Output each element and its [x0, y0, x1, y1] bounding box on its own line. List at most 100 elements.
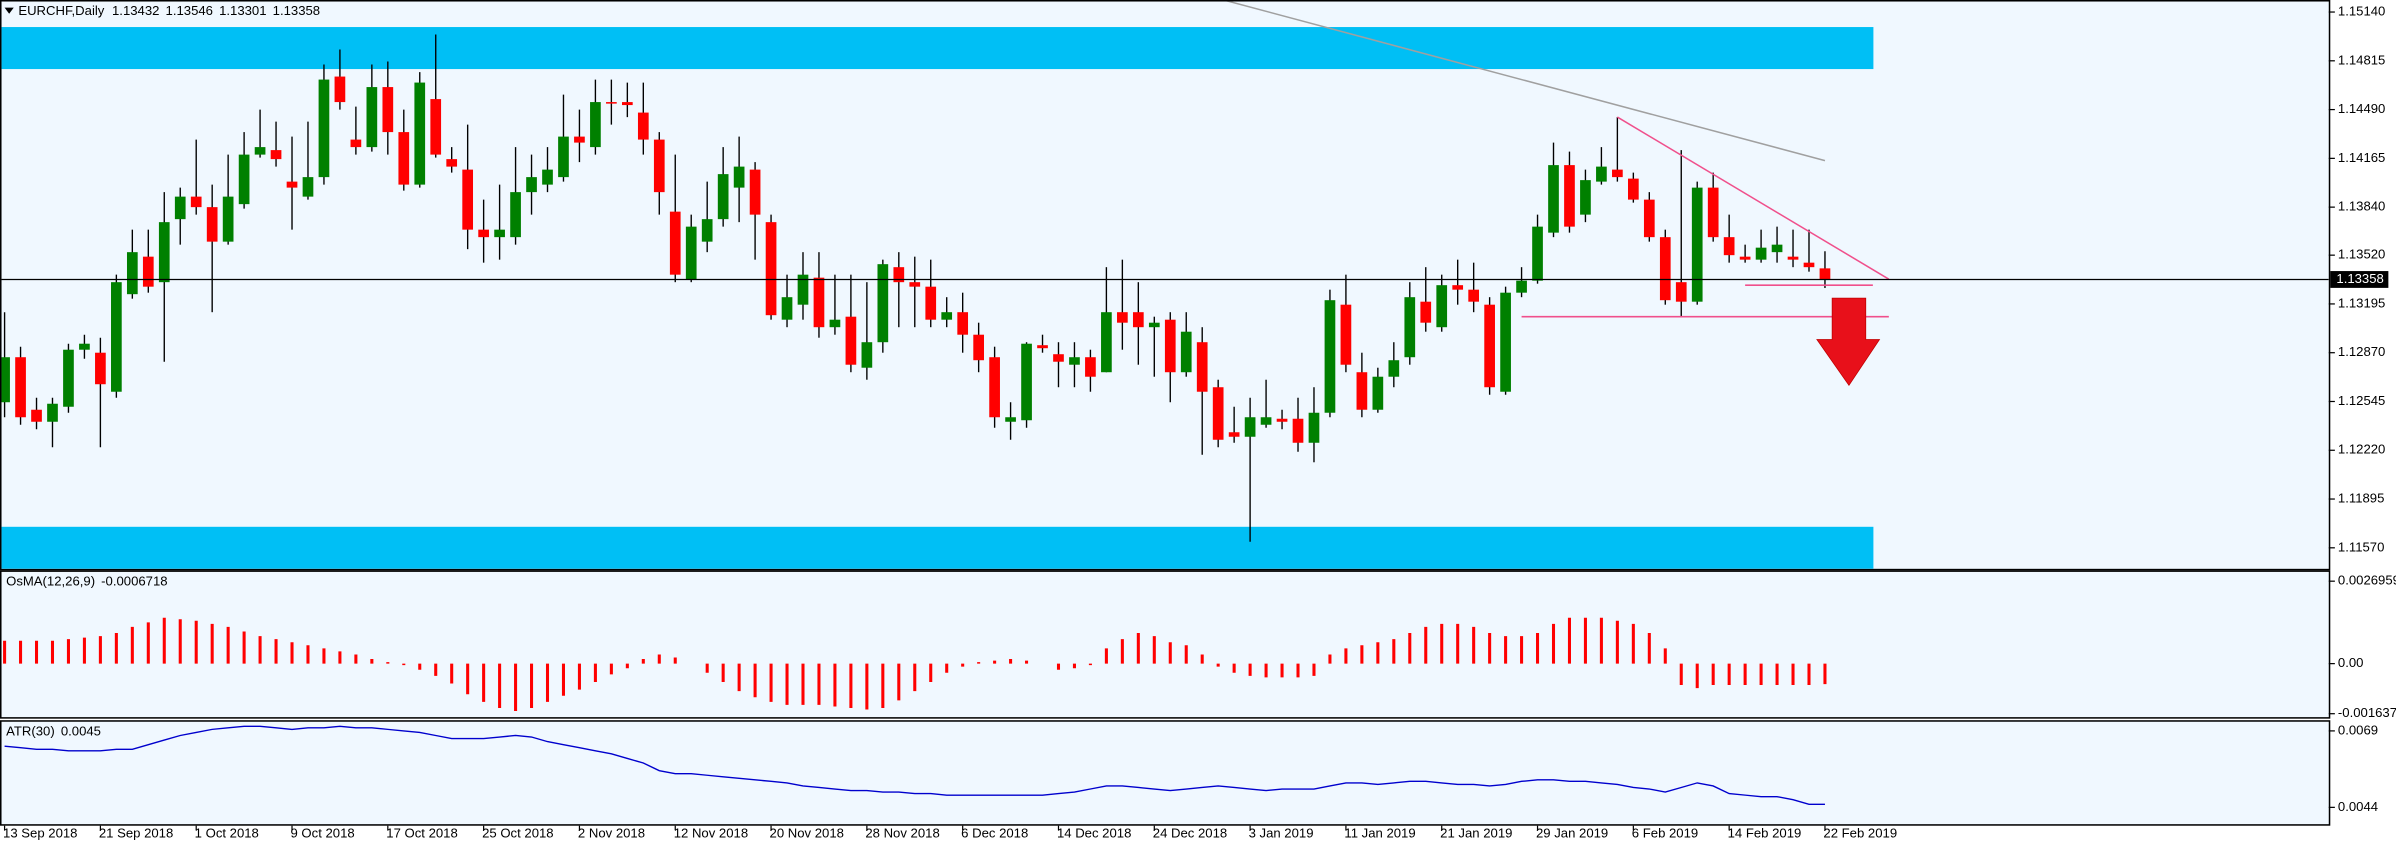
atr-header: ATR(30) 0.0045	[6, 724, 101, 739]
candle-body	[31, 409, 42, 422]
candle-body	[430, 99, 442, 155]
candle-body	[941, 312, 953, 320]
y-tick-label: 1.11895	[2338, 491, 2384, 506]
candle-body	[1707, 187, 1719, 238]
candle-body	[845, 316, 857, 365]
candle-body	[733, 166, 745, 188]
candle-body	[302, 177, 314, 197]
atr-line	[4, 725, 1825, 805]
x-tick-label: 2 Nov 2018	[578, 826, 645, 841]
candle-body	[1180, 331, 1192, 373]
candle-body	[813, 277, 825, 328]
trend-line	[1616, 116, 1890, 280]
x-tick-label: 25 Oct 2018	[482, 826, 553, 841]
y-tick-label: 1.12545	[2338, 393, 2385, 408]
candle-body	[1, 357, 10, 403]
x-tick-label: 6 Feb 2019	[1632, 826, 1698, 841]
candle-body	[574, 136, 585, 143]
last-close: 1.13358	[273, 4, 320, 19]
candle-body	[989, 357, 1000, 418]
candle-body	[1132, 312, 1144, 328]
atr-panel	[0, 720, 2331, 826]
candle-body	[1388, 360, 1400, 377]
candle-body	[973, 334, 984, 361]
y-tick-label: -0.0016377	[2338, 705, 2396, 720]
candle-body	[334, 76, 346, 103]
candle-body	[1164, 319, 1176, 373]
candle-body	[286, 181, 298, 188]
candle-body	[1612, 169, 1623, 178]
candle-body	[1564, 165, 1575, 227]
main-plot	[1, 1, 2329, 569]
candle-body	[653, 139, 665, 193]
candle-body	[957, 312, 969, 335]
candle-body	[765, 222, 777, 316]
symbol: EURCHF,Daily	[18, 4, 104, 19]
osma-header: OsMA(12,26,9) -0.0006718	[6, 574, 167, 589]
candle-body	[1675, 282, 1687, 302]
candle-body	[318, 79, 330, 178]
y-tick-label: 0.0026959	[2338, 573, 2396, 588]
candle-body	[190, 196, 202, 208]
y-tick-label: 1.11570	[2338, 539, 2384, 554]
candle-body	[398, 132, 410, 185]
candle-body	[510, 192, 521, 238]
candle-body	[717, 174, 729, 220]
candle-body	[1580, 180, 1591, 215]
candle-body	[829, 319, 841, 328]
candle-body	[1021, 343, 1032, 421]
candle-body	[1053, 354, 1064, 362]
x-tick-label: 21 Jan 2019	[1440, 826, 1512, 841]
candle-body	[1276, 418, 1288, 422]
candle-body	[1308, 412, 1320, 443]
candle-body	[350, 139, 362, 148]
candle-body	[111, 282, 122, 392]
candle-body	[909, 282, 921, 287]
candle-body	[1292, 418, 1304, 443]
down-arrow	[1816, 297, 1881, 387]
x-tick-label: 24 Dec 2018	[1153, 826, 1227, 841]
candle-body	[1452, 285, 1464, 290]
candle-body	[206, 207, 218, 242]
last-high: 1.13546	[166, 4, 213, 19]
candle-body	[1771, 244, 1783, 253]
candle-body	[95, 352, 106, 385]
y-tick-label: 1.13520	[2338, 247, 2385, 262]
candle-body	[494, 229, 505, 238]
candle-body	[1691, 187, 1703, 302]
candle-body	[1005, 417, 1016, 422]
y-tick-label: 1.12870	[2338, 344, 2385, 359]
x-tick-label: 1 Oct 2018	[195, 826, 259, 841]
candle-body	[925, 286, 937, 320]
candle-body	[158, 222, 170, 283]
osma-plot	[3, 617, 1827, 712]
x-tick-label: 17 Oct 2018	[386, 826, 457, 841]
candle-body	[1436, 285, 1448, 328]
candle-body	[79, 343, 90, 350]
price-label: 1.13358	[2336, 271, 2383, 286]
x-tick-label: 3 Jan 2019	[1249, 826, 1314, 841]
candle-body	[478, 229, 489, 238]
x-tick-label: 22 Feb 2019	[1823, 826, 1897, 841]
candle-body	[861, 342, 873, 368]
candle-body	[1117, 312, 1128, 323]
zone	[1, 27, 1874, 70]
y-tick-label: 0.00	[2338, 655, 2364, 670]
candle-body	[685, 226, 697, 280]
x-tick-label: 28 Nov 2018	[865, 826, 939, 841]
candle-body	[893, 267, 905, 283]
candle-body	[1548, 165, 1559, 233]
last-value: 0.0045	[61, 724, 101, 739]
candle-body	[126, 252, 138, 295]
x-tick-label: 14 Feb 2019	[1728, 826, 1802, 841]
candle-body	[669, 211, 681, 275]
candle-body	[238, 154, 250, 205]
candle-body	[414, 82, 426, 185]
y-tick-label: 1.14490	[2338, 101, 2385, 116]
candle-body	[1532, 226, 1543, 281]
x-tick-label: 29 Jan 2019	[1536, 826, 1608, 841]
y-tick-label: 0.0044	[2338, 799, 2378, 814]
candle-body	[526, 177, 537, 193]
candle-body	[1755, 247, 1767, 260]
